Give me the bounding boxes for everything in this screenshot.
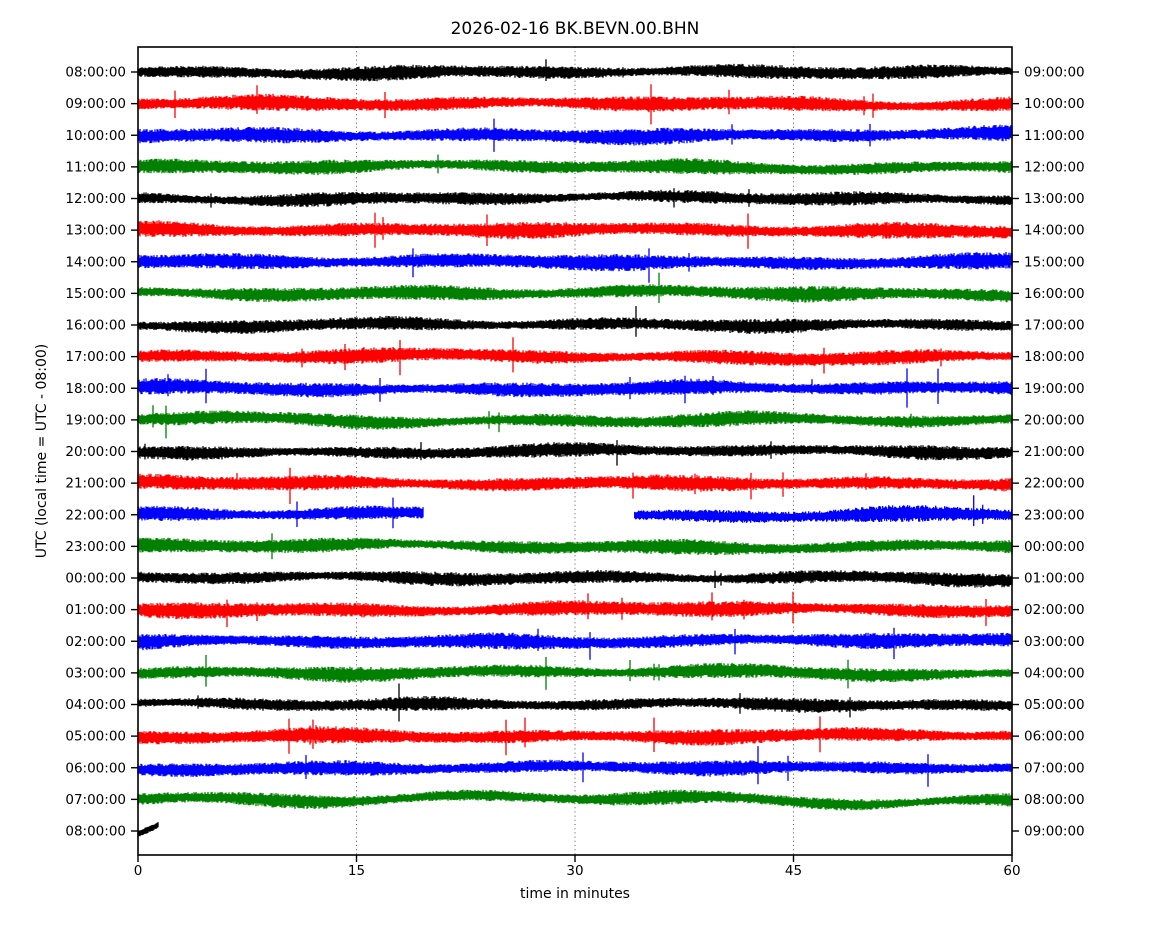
utc-time-label: 17:00:00	[65, 349, 126, 365]
trace-row-20:00:00	[137, 440, 1013, 466]
trace-row-12:00:00	[137, 188, 1013, 208]
trace-row-05:00:00	[137, 716, 1013, 756]
utc-time-label: 07:00:00	[65, 792, 126, 808]
utc-time-label: 08:00:00	[65, 824, 126, 840]
local-time-label: 21:00:00	[1024, 444, 1085, 460]
local-time-label: 09:00:00	[1024, 824, 1085, 840]
utc-time-label: 00:00:00	[65, 571, 126, 587]
utc-time-label: 11:00:00	[65, 159, 126, 175]
trace-row-22:00:00	[137, 495, 1013, 529]
utc-time-label: 19:00:00	[65, 412, 126, 428]
utc-time-label: 09:00:00	[65, 96, 126, 112]
utc-time-label: 16:00:00	[65, 318, 126, 334]
utc-time-label: 22:00:00	[65, 507, 126, 523]
trace-row-01:00:00	[137, 591, 1013, 627]
x-axis-label: time in minutes	[520, 886, 630, 902]
x-tick-label: 0	[134, 863, 143, 879]
tick-labels: 08:00:00 09:00:00 09:00:00 10:00:00 10:00:00…	[65, 65, 1084, 880]
local-time-label: 00:00:00	[1024, 539, 1085, 555]
utc-time-label: 18:00:00	[65, 381, 126, 397]
seismogram-traces	[137, 59, 1013, 838]
utc-time-label: 23:00:00	[65, 539, 126, 555]
local-time-label: 10:00:00	[1024, 96, 1085, 112]
trace-row-02:00:00	[137, 627, 1013, 660]
utc-time-label: 12:00:00	[65, 191, 126, 207]
local-time-label: 19:00:00	[1024, 381, 1085, 397]
local-time-label: 15:00:00	[1024, 254, 1085, 270]
trace-row-21:00:00	[137, 467, 1013, 504]
chart-title: 2026-02-16 BK.BEVN.00.BHN	[451, 19, 700, 39]
local-time-label: 03:00:00	[1024, 634, 1085, 650]
utc-time-label: 14:00:00	[65, 254, 126, 270]
local-time-label: 20:00:00	[1024, 412, 1085, 428]
local-time-label: 18:00:00	[1024, 349, 1085, 365]
local-time-label: 23:00:00	[1024, 507, 1085, 523]
utc-time-label: 21:00:00	[65, 476, 126, 492]
local-time-label: 06:00:00	[1024, 729, 1085, 745]
local-time-label: 01:00:00	[1024, 571, 1085, 587]
trace-row-17:00:00	[137, 337, 1013, 376]
local-time-label: 08:00:00	[1024, 792, 1085, 808]
x-tick-label: 45	[785, 863, 802, 879]
local-time-label: 22:00:00	[1024, 476, 1085, 492]
plot-frame-and-ticks	[131, 46, 1019, 862]
trace-row-18:00:00	[137, 368, 1013, 408]
local-time-label: 12:00:00	[1024, 159, 1085, 175]
local-time-label: 11:00:00	[1024, 128, 1085, 144]
local-time-label: 07:00:00	[1024, 760, 1085, 776]
utc-time-label: 13:00:00	[65, 223, 126, 239]
x-tick-label: 60	[1003, 863, 1020, 879]
trace-row-11:00:00	[137, 154, 1013, 176]
utc-time-label: 01:00:00	[65, 602, 126, 618]
x-tick-label: 30	[566, 863, 583, 879]
trace-row-08:00:00	[137, 59, 1013, 82]
utc-time-label: 02:00:00	[65, 634, 126, 650]
y-axis-label: UTC (local time = UTC - 08:00)	[34, 344, 50, 559]
local-time-label: 16:00:00	[1024, 286, 1085, 302]
utc-time-label: 08:00:00	[65, 65, 126, 81]
utc-time-label: 10:00:00	[65, 128, 126, 144]
utc-time-label: 05:00:00	[65, 729, 126, 745]
utc-time-label: 15:00:00	[65, 286, 126, 302]
trace-row-13:00:00	[137, 212, 1013, 249]
local-time-label: 05:00:00	[1024, 697, 1085, 713]
local-time-label: 04:00:00	[1024, 665, 1085, 681]
trace-row-09:00:00	[137, 84, 1013, 125]
utc-time-label: 06:00:00	[65, 760, 126, 776]
trace-row-16:00:00	[137, 306, 1013, 337]
trace-row-08:00:00	[137, 822, 159, 838]
local-time-label: 02:00:00	[1024, 602, 1085, 618]
utc-time-label: 20:00:00	[65, 444, 126, 460]
local-time-label: 17:00:00	[1024, 318, 1085, 334]
x-tick-label: 15	[348, 863, 365, 879]
local-time-label: 09:00:00	[1024, 65, 1085, 81]
trace-row-06:00:00	[137, 746, 1013, 787]
utc-time-label: 03:00:00	[65, 665, 126, 681]
utc-time-label: 04:00:00	[65, 697, 126, 713]
local-time-label: 14:00:00	[1024, 223, 1085, 239]
trace-row-15:00:00	[137, 272, 1013, 303]
local-time-label: 13:00:00	[1024, 191, 1085, 207]
